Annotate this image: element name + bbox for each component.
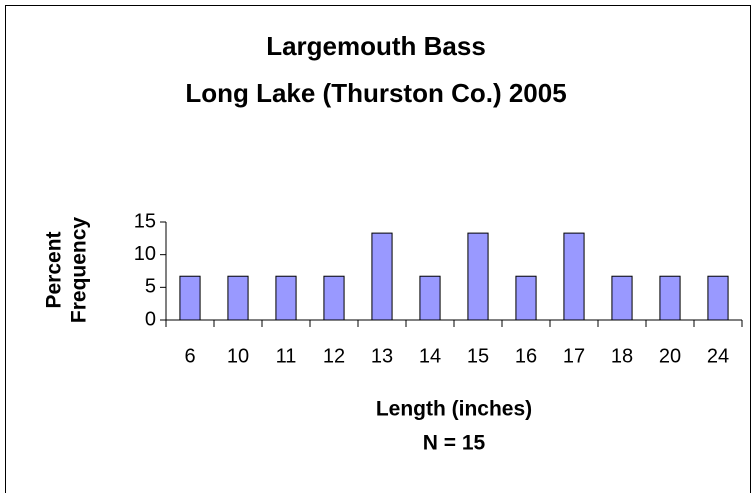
x-tick-label: 10 — [227, 345, 249, 367]
x-tick-label: 12 — [323, 345, 345, 367]
chart-frame — [5, 5, 751, 493]
bar — [467, 232, 489, 321]
annotation: N = 15 — [423, 432, 486, 455]
y-axis-label: Frequency — [68, 217, 91, 324]
x-tick-label: 15 — [467, 345, 489, 367]
x-tick-label: 6 — [184, 345, 195, 367]
y-tick-label: 10 — [134, 243, 156, 265]
y-tick-label: 15 — [134, 210, 156, 232]
bar — [227, 275, 249, 321]
x-tick-label: 16 — [515, 345, 537, 367]
bar — [275, 275, 297, 321]
y-tick-label: 5 — [145, 276, 156, 298]
x-tick-label: 18 — [611, 345, 633, 367]
bar — [563, 232, 585, 321]
x-tick-label: 24 — [707, 345, 729, 367]
y-axis-label: Percent — [43, 231, 66, 308]
x-axis-label: Length (inches) — [376, 398, 532, 421]
y-tick-label: 0 — [145, 308, 156, 330]
bar — [419, 275, 441, 321]
bar — [611, 275, 633, 321]
x-tick-label: 13 — [371, 345, 393, 367]
bar — [515, 275, 537, 321]
bar — [323, 275, 345, 321]
bar — [179, 275, 201, 321]
bar — [371, 232, 393, 321]
bar — [707, 275, 729, 321]
bar — [659, 275, 681, 321]
x-tick-label: 17 — [563, 345, 585, 367]
x-tick-label: 20 — [659, 345, 681, 367]
x-tick-label: 14 — [419, 345, 441, 367]
chart-title: Largemouth Bass — [266, 31, 486, 61]
chart-title: Long Lake (Thurston Co.) 2005 — [185, 78, 566, 108]
x-tick-label: 11 — [276, 345, 297, 367]
